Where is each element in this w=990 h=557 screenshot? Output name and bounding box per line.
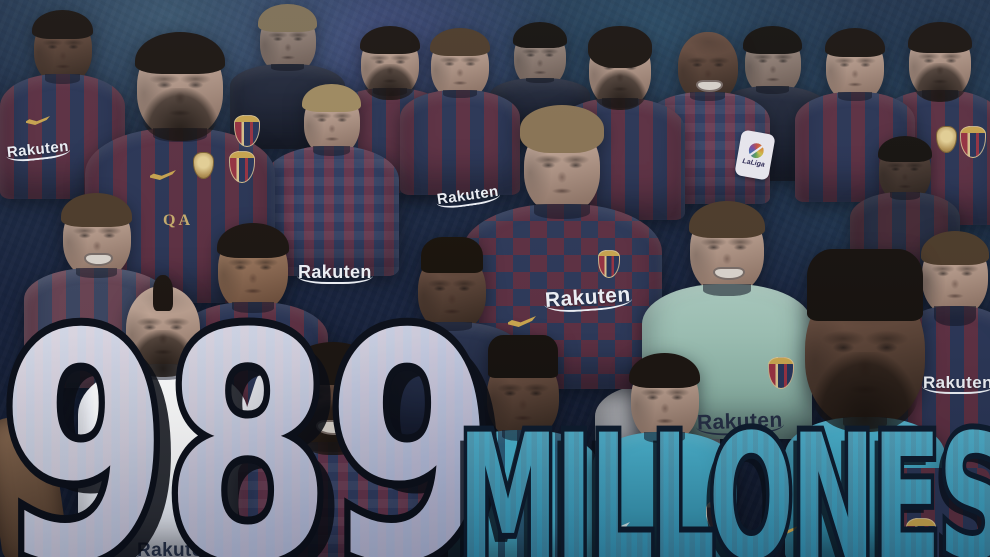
player-head [920, 231, 990, 316]
player-head [512, 22, 568, 88]
player-head [32, 9, 93, 84]
club-crest-icon [234, 115, 260, 147]
sponsor-wordmark: Rakuten [922, 374, 990, 394]
player-head [677, 32, 738, 102]
fifa-badge-icon [193, 152, 214, 179]
player-head [359, 25, 421, 101]
player-beard [364, 64, 416, 101]
player-head [743, 26, 802, 96]
player-head [429, 27, 491, 100]
player-hair [920, 231, 990, 265]
player-hair [807, 248, 923, 321]
player-smile [83, 253, 114, 266]
player-hair [629, 352, 700, 389]
player-jersey [264, 146, 399, 276]
player-hair [302, 83, 361, 113]
player-hair [824, 27, 886, 58]
player-beard [142, 88, 218, 141]
headline-number: 989 989 [0, 267, 502, 557]
headline-word-fill: MILLONES [458, 397, 990, 557]
player-head [61, 193, 132, 278]
player-hair [429, 27, 491, 57]
player-hair [520, 105, 604, 154]
laliga-label: LaLiga [741, 157, 766, 169]
headline-word: MILLONES MILLONES [454, 397, 990, 557]
player-hair [688, 200, 766, 238]
player-beard [912, 63, 968, 103]
player-hair [359, 25, 421, 55]
player-head [258, 4, 317, 74]
player-hair [258, 4, 317, 32]
player-head [587, 25, 653, 111]
player-hair [32, 9, 93, 40]
club-crest-icon [960, 126, 986, 158]
club-crest-icon [229, 151, 255, 183]
player-figure [0, 9, 125, 199]
player-hair [877, 136, 933, 163]
player-head [135, 32, 225, 141]
player-head [824, 27, 886, 102]
player-hair [907, 21, 973, 53]
player-hair [488, 335, 558, 378]
player-smile [712, 266, 746, 281]
player-hair [420, 236, 484, 273]
player-figure [462, 105, 662, 389]
player-figure [264, 83, 399, 276]
player-head [520, 105, 604, 214]
player-head [302, 83, 361, 156]
player-hair [512, 22, 568, 49]
player-hair [743, 26, 802, 54]
player-figure [400, 27, 520, 195]
player-hair [135, 32, 225, 74]
player-smile [696, 80, 723, 92]
airline-wordmark: QA [163, 212, 193, 229]
fifa-badge-icon [936, 126, 957, 153]
player-head [688, 200, 766, 294]
player-hair [587, 25, 653, 69]
player-head [877, 136, 933, 202]
player-beard [592, 70, 648, 111]
player-hair [216, 222, 290, 259]
laliga-logo-icon [747, 141, 765, 160]
player-head [907, 21, 973, 103]
headline-number-fill: 989 [0, 267, 490, 557]
player-jersey [0, 74, 125, 199]
player-hair [61, 193, 132, 227]
player-jersey [400, 90, 520, 195]
club-crest-icon [598, 250, 620, 278]
club-crest-icon [768, 357, 794, 389]
